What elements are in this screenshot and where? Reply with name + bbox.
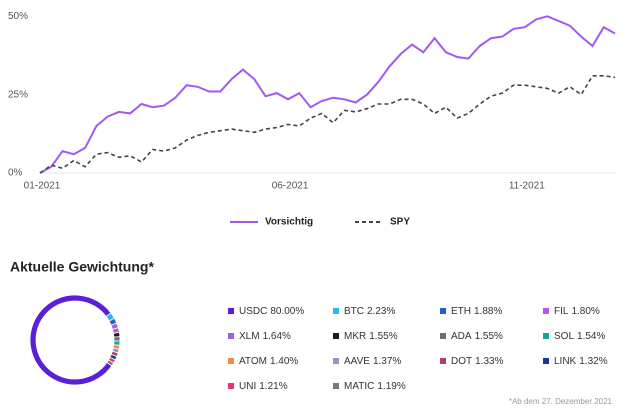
legend-value: 1.64% (263, 331, 291, 342)
legend-name: ADA (451, 331, 472, 342)
legend-label: AAVE 1.37% (344, 356, 401, 367)
legend-label: SOL 1.54% (554, 331, 605, 342)
legend-label: UNI 1.21% (239, 381, 288, 392)
legend-swatch (333, 383, 339, 389)
legend-swatch (228, 358, 234, 364)
legend-swatch (333, 333, 339, 339)
legend-label: ETH 1.88% (451, 306, 502, 317)
legend-label: SPY (390, 217, 410, 228)
legend-label: FIL 1.80% (554, 306, 600, 317)
x-tick-label: 01-2021 (24, 181, 61, 192)
legend-swatch (228, 308, 234, 314)
legend-name: USDC (239, 306, 267, 317)
y-tick-label: 50% (8, 11, 28, 22)
legend-value: 2.23% (367, 306, 395, 317)
legend-label: Vorsichtig (265, 217, 313, 228)
footnote: *Ab dem 27. Dezember 2021 (509, 397, 613, 406)
legend-value: 1.37% (373, 356, 401, 367)
legend-swatch (333, 358, 339, 364)
legend-name: MATIC (344, 381, 374, 392)
legend-value: 1.33% (475, 356, 503, 367)
legend-swatch (333, 308, 339, 314)
y-tick-label: 0% (8, 168, 23, 179)
legend-name: BTC (344, 306, 364, 317)
legend-label: ADA 1.55% (451, 331, 503, 342)
legend-swatch (228, 333, 234, 339)
legend-name: SOL (554, 331, 574, 342)
legend-swatch (543, 358, 549, 364)
legend-name: UNI (239, 381, 256, 392)
legend-value: 1.21% (259, 381, 287, 392)
donut-slice (106, 359, 115, 367)
series-line (39, 15, 616, 174)
legend-label: ATOM 1.40% (239, 356, 298, 367)
donut-slice (113, 336, 121, 342)
legend-name: XLM (239, 331, 260, 342)
legend-name: FIL (554, 306, 569, 317)
legend-swatch (440, 308, 446, 314)
donut-slice (29, 294, 113, 386)
legend-label: LINK 1.32% (554, 356, 608, 367)
legend-name: ETH (451, 306, 471, 317)
legend-swatch (228, 383, 234, 389)
legend-value: 1.32% (579, 356, 607, 367)
legend-label: MATIC 1.19% (344, 381, 406, 392)
legend-value: 1.40% (270, 356, 298, 367)
y-tick-label: 25% (8, 89, 28, 100)
legend-value: 1.19% (377, 381, 405, 392)
x-tick-label: 11-2021 (509, 181, 545, 192)
legend-label: MKR 1.55% (344, 331, 398, 342)
legend-name: LINK (554, 356, 577, 367)
legend-label: BTC 2.23% (344, 306, 395, 317)
legend-label: DOT 1.33% (451, 356, 504, 367)
x-tick-label: 06-2021 (272, 181, 309, 192)
legend-label: XLM 1.64% (239, 331, 291, 342)
legend-swatch (543, 308, 549, 314)
series-line (39, 75, 616, 174)
legend-value: 1.55% (475, 331, 503, 342)
legend-name: DOT (451, 356, 472, 367)
legend-swatch (440, 358, 446, 364)
legend-value: 1.55% (369, 331, 397, 342)
legend-value: 1.88% (474, 306, 502, 317)
legend-name: AAVE (344, 356, 370, 367)
legend-swatch (440, 333, 446, 339)
legend-value: 1.54% (577, 331, 605, 342)
legend-swatch (543, 333, 549, 339)
legend-value: 1.80% (571, 306, 599, 317)
legend-value: 80.00% (270, 306, 304, 317)
legend-label: USDC 80.00% (239, 306, 304, 317)
weighting-title: Aktuelle Gewichtung* (10, 259, 154, 275)
legend-name: MKR (344, 331, 366, 342)
legend-name: ATOM (239, 356, 267, 367)
